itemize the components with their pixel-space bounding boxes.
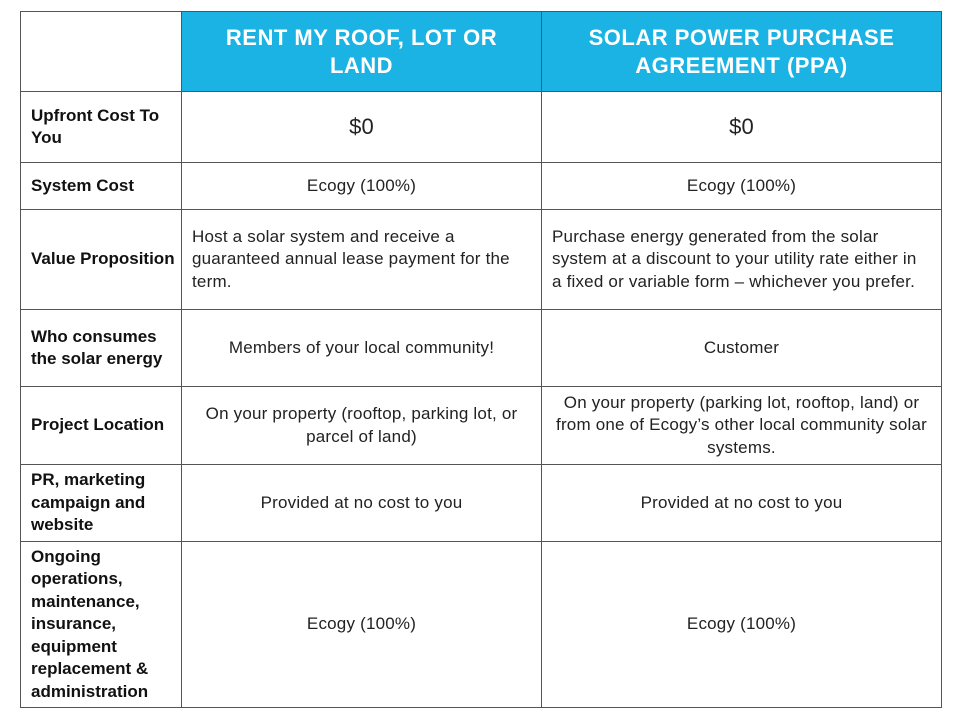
row-ongoing-operations: Ongoing operations, maintenance, insuran… [20,541,942,708]
row-who-consumes: Who consumes the solar energy Members of… [20,309,942,387]
header-ppa: SOLAR POWER PURCHASE AGREEMENT (PPA) [541,11,942,92]
row-label: System Cost [20,162,182,210]
row-pr-marketing: PR, marketing campaign and website Provi… [20,464,942,542]
rent-cell: Members of your local community! [181,309,542,387]
row-label: Who consumes the solar energy [20,309,182,387]
row-label: Upfront Cost To You [20,91,182,163]
header-rent: RENT MY ROOF, LOT OR LAND [181,11,542,92]
ppa-cell: Purchase energy generated from the solar… [541,209,942,310]
header-row: RENT MY ROOF, LOT OR LAND SOLAR POWER PU… [20,11,942,92]
ppa-cell: Ecogy (100%) [541,541,942,708]
ppa-cell: Customer [541,309,942,387]
corner-cell [20,11,182,92]
rent-cell: Provided at no cost to you [181,464,542,542]
ppa-cell: Ecogy (100%) [541,162,942,210]
row-upfront-cost: Upfront Cost To You $0 $0 [20,91,942,163]
row-value-proposition: Value Proposition Host a solar system an… [20,209,942,310]
row-label: Ongoing operations, maintenance, insuran… [20,541,182,708]
rent-cell: Ecogy (100%) [181,162,542,210]
comparison-table: RENT MY ROOF, LOT OR LAND SOLAR POWER PU… [20,11,942,708]
rent-cell: Host a solar system and receive a guaran… [181,209,542,310]
ppa-cell: On your property (parking lot, rooftop, … [541,386,942,465]
rent-cell: Ecogy (100%) [181,541,542,708]
row-system-cost: System Cost Ecogy (100%) Ecogy (100%) [20,162,942,210]
rent-cell: $0 [181,91,542,163]
row-project-location: Project Location On your property (rooft… [20,386,942,465]
row-label: Project Location [20,386,182,465]
ppa-cell: $0 [541,91,942,163]
rent-cell: On your property (rooftop, parking lot, … [181,386,542,465]
row-label: PR, marketing campaign and website [20,464,182,542]
ppa-cell: Provided at no cost to you [541,464,942,542]
row-label: Value Proposition [20,209,182,310]
